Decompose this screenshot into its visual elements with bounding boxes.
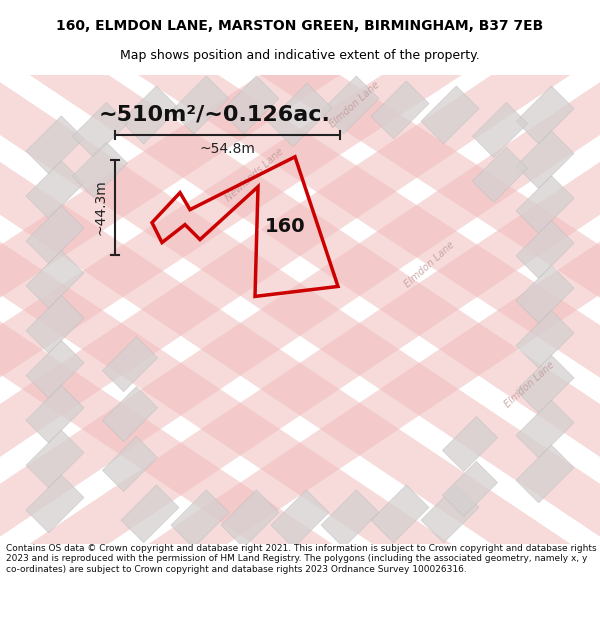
Polygon shape	[421, 485, 479, 542]
Polygon shape	[271, 490, 329, 548]
Polygon shape	[0, 0, 600, 402]
Polygon shape	[26, 340, 84, 398]
Polygon shape	[371, 81, 429, 139]
Polygon shape	[26, 385, 84, 443]
Polygon shape	[0, 137, 600, 625]
Polygon shape	[321, 490, 379, 548]
Polygon shape	[516, 221, 574, 279]
Polygon shape	[26, 161, 84, 219]
Polygon shape	[121, 485, 179, 542]
Polygon shape	[26, 206, 84, 264]
Polygon shape	[26, 116, 84, 174]
Polygon shape	[472, 148, 527, 202]
Polygon shape	[0, 137, 600, 625]
Text: Elmdon Lane: Elmdon Lane	[503, 359, 557, 409]
Polygon shape	[26, 430, 84, 488]
Polygon shape	[0, 0, 600, 482]
Polygon shape	[516, 400, 574, 458]
Polygon shape	[516, 86, 574, 144]
Text: ~44.3m: ~44.3m	[94, 179, 108, 235]
Text: Map shows position and indicative extent of the property.: Map shows position and indicative extent…	[120, 49, 480, 62]
Text: Elmdon Lane: Elmdon Lane	[328, 80, 382, 130]
Polygon shape	[73, 102, 128, 158]
Polygon shape	[0, 216, 600, 625]
Text: 160: 160	[265, 217, 305, 236]
Text: Contains OS data © Crown copyright and database right 2021. This information is : Contains OS data © Crown copyright and d…	[6, 544, 596, 574]
Polygon shape	[421, 86, 479, 144]
Polygon shape	[0, 57, 600, 562]
Polygon shape	[221, 490, 279, 548]
Polygon shape	[0, 216, 600, 625]
Text: ~54.8m: ~54.8m	[200, 142, 256, 156]
Polygon shape	[171, 490, 229, 548]
Polygon shape	[472, 102, 527, 158]
Polygon shape	[516, 311, 574, 368]
Polygon shape	[321, 76, 379, 134]
Polygon shape	[0, 57, 600, 562]
Polygon shape	[516, 176, 574, 234]
Polygon shape	[268, 83, 332, 147]
Polygon shape	[103, 436, 158, 491]
Text: Elmdon Lane: Elmdon Lane	[403, 239, 457, 289]
Polygon shape	[26, 475, 84, 532]
Polygon shape	[516, 355, 574, 413]
Polygon shape	[103, 337, 158, 392]
Polygon shape	[516, 445, 574, 503]
Polygon shape	[26, 296, 84, 353]
Polygon shape	[0, 0, 600, 322]
Polygon shape	[26, 251, 84, 308]
Polygon shape	[221, 76, 279, 134]
Polygon shape	[103, 387, 158, 442]
Polygon shape	[516, 131, 574, 189]
Text: ~510m²/~0.126ac.: ~510m²/~0.126ac.	[99, 105, 331, 125]
Polygon shape	[73, 142, 128, 198]
Text: Newlands Lane: Newlands Lane	[224, 146, 286, 203]
Polygon shape	[121, 86, 179, 144]
Polygon shape	[0, 0, 600, 402]
Polygon shape	[0, 296, 600, 625]
Polygon shape	[171, 76, 229, 134]
Polygon shape	[0, 0, 600, 482]
Polygon shape	[442, 461, 497, 516]
Polygon shape	[371, 485, 429, 542]
Polygon shape	[442, 416, 497, 471]
Text: 160, ELMDON LANE, MARSTON GREEN, BIRMINGHAM, B37 7EB: 160, ELMDON LANE, MARSTON GREEN, BIRMING…	[56, 19, 544, 32]
Polygon shape	[0, 0, 600, 322]
Polygon shape	[516, 266, 574, 323]
